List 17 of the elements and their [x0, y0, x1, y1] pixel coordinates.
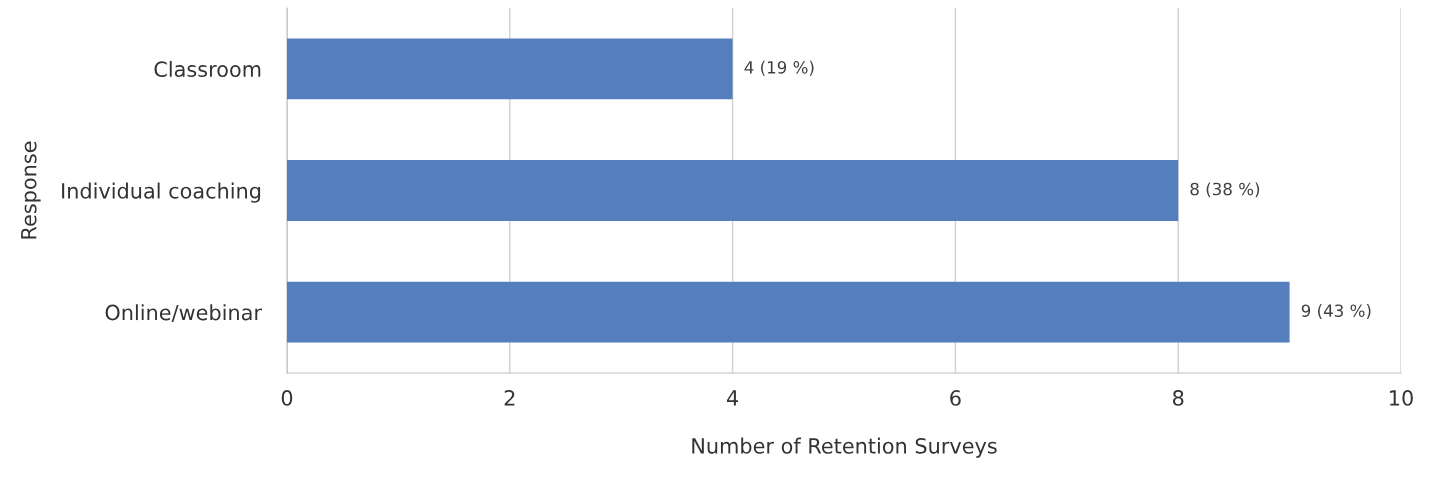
y-tick-label: Individual coaching	[62, 182, 261, 203]
data-label: 4 (19 %)	[744, 60, 814, 76]
x-tick-label: 0	[281, 390, 293, 406]
x-tick-label: 8	[1172, 390, 1184, 406]
bar	[287, 38, 733, 100]
x-axis-title: Number of Retention Surveys	[692, 437, 997, 458]
x-tick-label: 6	[950, 390, 961, 406]
bar	[287, 160, 1179, 221]
y-axis-title: Response	[21, 141, 41, 239]
data-label: 9 (43 %)	[1301, 304, 1371, 319]
x-tick-label: 10	[1390, 390, 1413, 406]
y-tick-label: Classroom	[154, 60, 261, 78]
x-tick-label: 2	[504, 390, 515, 406]
data-label: 8 (38 %)	[1190, 182, 1260, 198]
x-tick-label: 4	[726, 390, 739, 406]
y-tick-label: Online/webinar	[105, 304, 262, 323]
bar	[287, 281, 1290, 343]
